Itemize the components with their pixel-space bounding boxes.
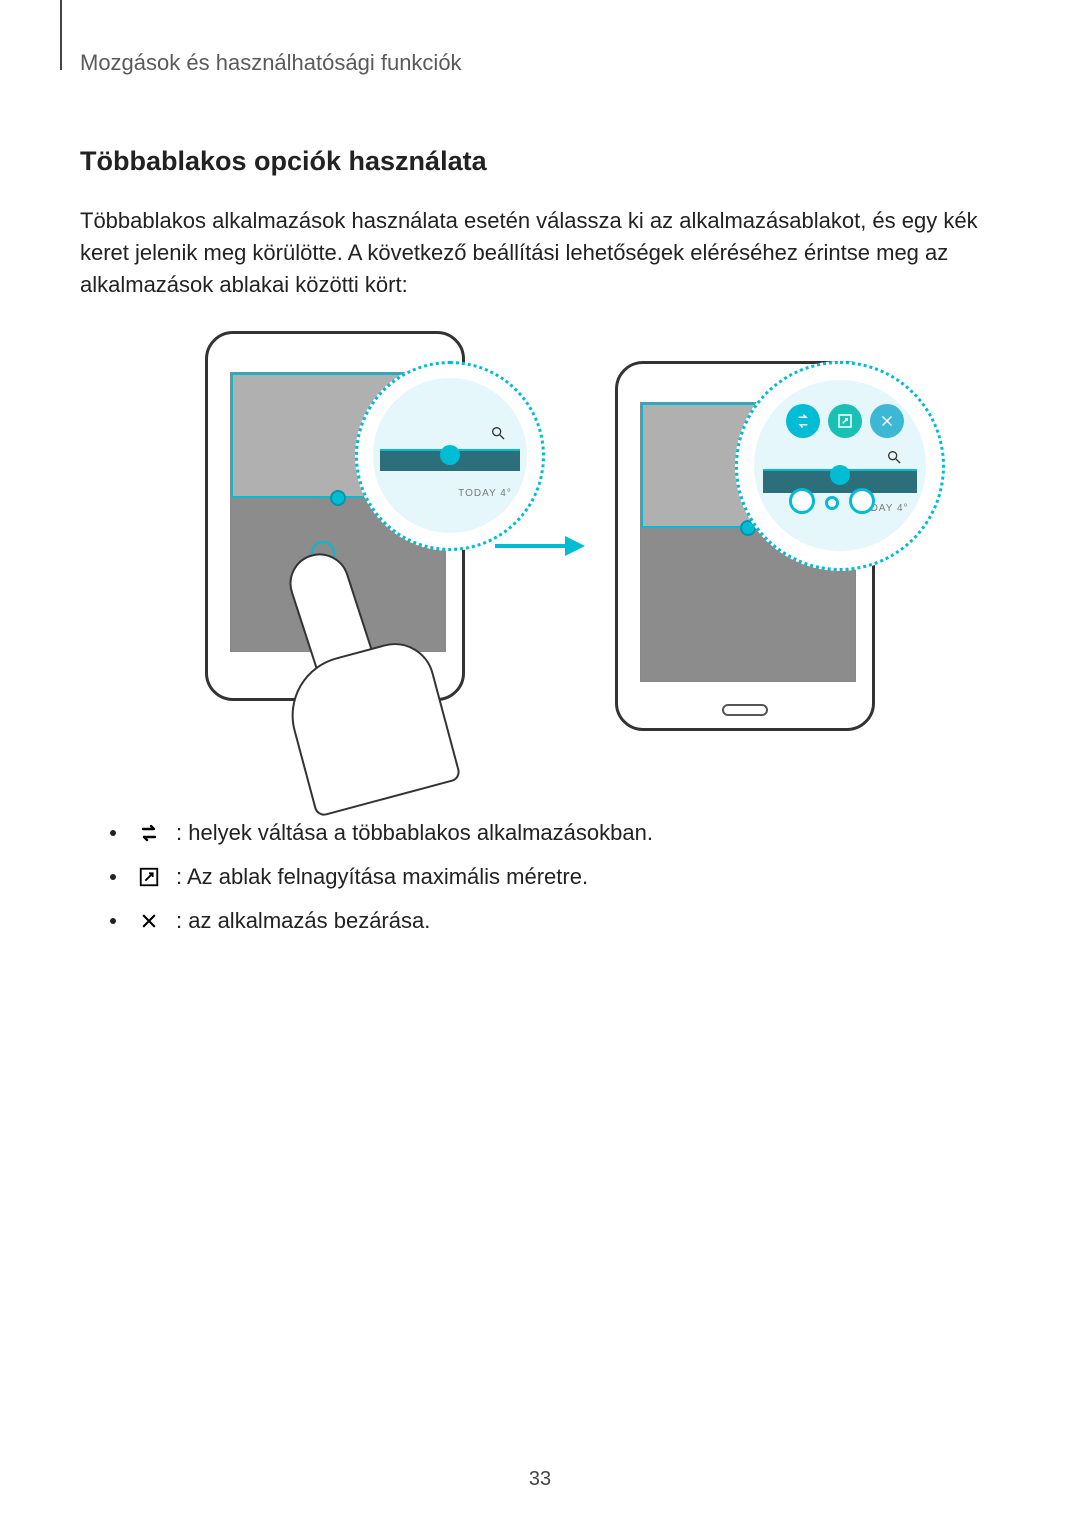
touch-dot-icon bbox=[789, 488, 815, 514]
figure-right-tablet: TODAY 4° bbox=[615, 361, 875, 731]
bullet-marker bbox=[110, 874, 116, 880]
bullet-max-text: : Az ablak felnagyítása maximális méretr… bbox=[176, 855, 588, 899]
search-icon bbox=[886, 449, 902, 465]
close-icon bbox=[136, 908, 162, 934]
bullet-swap-text: : helyek váltása a többablakos alkalmazá… bbox=[176, 811, 653, 855]
header-rule bbox=[60, 0, 62, 70]
options-handle bbox=[830, 465, 850, 485]
bullet-maximize: : Az ablak felnagyítása maximális méretr… bbox=[110, 855, 1000, 899]
touch-dot-icon bbox=[849, 488, 875, 514]
arrow-icon bbox=[495, 536, 585, 556]
maximize-icon bbox=[136, 864, 162, 890]
bullet-close: : az alkalmazás bezárása. bbox=[110, 899, 1000, 943]
split-handle bbox=[330, 490, 346, 506]
page-number: 33 bbox=[0, 1468, 1080, 1491]
home-button bbox=[722, 704, 768, 716]
search-icon bbox=[490, 425, 506, 441]
maximize-icon bbox=[828, 404, 862, 438]
bullet-close-text: : az alkalmazás bezárása. bbox=[176, 899, 430, 943]
swap-panes-icon bbox=[136, 820, 162, 846]
touch-dot-small-icon bbox=[825, 496, 839, 510]
section-title: Többablakos opciók használata bbox=[80, 146, 1000, 177]
manual-page: Mozgások és használhatósági funkciók Töb… bbox=[0, 0, 1080, 1527]
options-inner: TODAY 4° bbox=[754, 380, 925, 551]
home-button bbox=[312, 674, 358, 686]
close-icon bbox=[870, 404, 904, 438]
breadcrumb: Mozgások és használhatósági funkciók bbox=[80, 50, 1000, 76]
magnifier-bubble: TODAY 4° bbox=[355, 361, 545, 551]
swap-panes-icon bbox=[786, 404, 820, 438]
bullet-swap: : helyek váltása a többablakos alkalmazá… bbox=[110, 811, 1000, 855]
magnifier-inner: TODAY 4° bbox=[373, 378, 528, 533]
options-row bbox=[785, 404, 905, 438]
touch-dots bbox=[789, 488, 875, 514]
bullet-list: : helyek váltása a többablakos alkalmazá… bbox=[110, 811, 1000, 943]
magnifier-today-text: TODAY 4° bbox=[458, 488, 512, 499]
bullet-marker bbox=[110, 918, 116, 924]
options-bubble: TODAY 4° bbox=[735, 361, 945, 571]
bullet-marker bbox=[110, 830, 116, 836]
intro-paragraph: Többablakos alkalmazások használata eset… bbox=[80, 205, 1000, 301]
figure-left-tablet: TODAY 4° bbox=[205, 331, 465, 761]
figure-row: TODAY 4° bbox=[80, 331, 1000, 761]
